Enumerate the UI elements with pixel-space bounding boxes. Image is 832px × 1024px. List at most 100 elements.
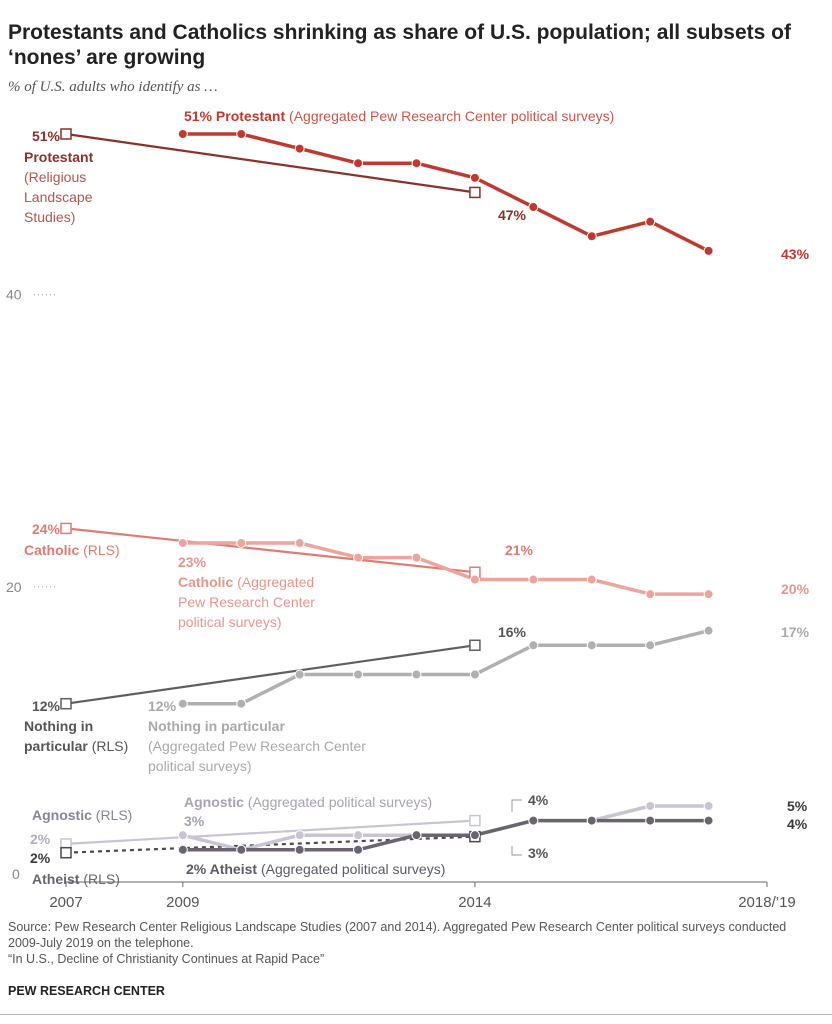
series-label-cath-rls: Catholic (RLS) — [24, 542, 120, 558]
point-marker-agn_agg — [703, 800, 714, 811]
point-marker-nip_agg — [528, 640, 539, 651]
series-note-prot-rls: (Religious — [24, 169, 86, 185]
point-marker-nip_agg — [645, 640, 656, 651]
data-label-agn-rls-end: 4% — [528, 792, 549, 808]
point-marker-nip_agg — [411, 669, 422, 680]
point-marker-nip_agg — [236, 698, 247, 709]
y-tick-label: 20 — [6, 579, 22, 595]
point-marker-ath_agg — [645, 815, 656, 826]
point-marker-ath_agg — [236, 844, 247, 855]
point-marker-agn_agg — [353, 830, 364, 841]
point-marker-cath_agg — [528, 574, 539, 585]
point-marker-nip_agg — [294, 669, 305, 680]
series-line-nip_rls — [65, 644, 476, 705]
point-marker-nip_agg — [353, 669, 364, 680]
series-line-nip_agg — [182, 629, 710, 706]
series-line-ath_agg — [182, 818, 709, 852]
series-line-agn_agg — [182, 804, 709, 852]
point-marker-nip_agg — [177, 698, 188, 709]
point-marker-nip_agg — [469, 669, 480, 680]
data-label-prot-rls-end: 47% — [498, 207, 527, 223]
series-label-nip-rls: Nothing in — [24, 718, 93, 734]
point-marker-nip_agg — [586, 640, 597, 651]
point-marker-prot_agg — [294, 143, 305, 154]
series-label-agn-agg: Agnostic (Aggregated political surveys) — [184, 794, 432, 810]
point-marker-prot_agg — [177, 129, 188, 139]
point-marker-agn_agg — [294, 830, 305, 841]
point-marker-cath_agg — [703, 589, 714, 600]
point-marker-cath_agg — [586, 574, 597, 585]
point-marker-ath_agg — [469, 830, 480, 841]
series-label-prot-rls: Protestant — [24, 149, 94, 165]
point-marker-prot_agg — [645, 216, 656, 227]
x-tick-label: 2009 — [166, 894, 199, 911]
series-line-prot_agg — [182, 132, 710, 253]
x-tick-label: 2018/’19 — [738, 894, 796, 911]
report-note: “In U.S., Decline of Christianity Contin… — [8, 952, 325, 966]
point-marker-agn_rls — [469, 814, 481, 827]
series-label-ath-rls: Atheist (RLS) — [32, 871, 120, 887]
point-marker-ath_agg — [177, 844, 188, 855]
point-marker-cath_agg — [294, 538, 305, 549]
point-marker-cath_agg — [353, 552, 364, 563]
data-label-cath-rls-start: 24% — [32, 521, 61, 537]
point-marker-prot_rls — [60, 128, 72, 140]
series-label-agn-rls: Agnostic (RLS) — [32, 807, 132, 823]
data-label-nip-agg-start: 12% — [148, 698, 177, 714]
series-line-prot_rls — [65, 132, 476, 194]
series-note-prot-rls: Studies) — [24, 209, 75, 225]
point-marker-agn_agg — [645, 800, 656, 811]
series-label-prot-agg: 51% Protestant (Aggregated Pew Research … — [184, 108, 614, 124]
point-marker-cath_agg — [177, 538, 188, 549]
series-note-cath-agg: political surveys) — [178, 614, 281, 630]
data-label-nip-agg-end: 17% — [781, 624, 810, 640]
point-marker-prot_agg — [411, 158, 422, 169]
point-marker-cath_rls — [60, 522, 72, 535]
data-label-ath-agg-end: 4% — [787, 816, 808, 832]
point-marker-cath_agg — [645, 589, 656, 600]
data-label-nip-rls-end: 16% — [498, 624, 527, 640]
chart-subtitle: % of U.S. adults who identify as … — [8, 79, 218, 95]
data-label-agn-agg-start: 3% — [184, 813, 205, 829]
data-label-ath-rls-start: 2% — [30, 850, 51, 866]
point-marker-ath_agg — [586, 815, 597, 826]
data-label-agn-agg-end: 5% — [787, 798, 808, 814]
point-marker-ath_agg — [294, 844, 305, 855]
point-marker-nip_rls — [469, 639, 481, 652]
x-tick-label: 2007 — [49, 894, 82, 911]
leader-line — [511, 799, 522, 812]
point-marker-prot_agg — [703, 245, 714, 256]
point-marker-ath_agg — [528, 815, 539, 826]
data-label-prot-agg-end: 43% — [781, 246, 810, 262]
point-marker-agn_agg — [177, 830, 188, 841]
line-chart: 20 40 0 2007 2009 2014 2018/’19 51% Protestant (R… — [6, 108, 810, 911]
x-tick-label: 2014 — [458, 894, 491, 911]
brand-label: PEW RESEARCH CENTER — [8, 984, 165, 998]
point-marker-prot_agg — [528, 202, 539, 213]
data-label-agn-rls-start: 2% — [30, 831, 51, 847]
series-note-nip-agg: political surveys) — [148, 758, 251, 774]
series-note-cath-agg: Pew Research Center — [178, 594, 315, 610]
series-label-ath-agg: 2% Atheist (Aggregated political surveys… — [186, 861, 445, 877]
data-label-nip-rls-start: 12% — [32, 698, 61, 714]
footer-rule — [0, 1014, 832, 1015]
point-marker-cath_agg — [236, 538, 247, 549]
series-label-nip-rls: particular (RLS) — [24, 738, 128, 754]
point-marker-prot_agg — [236, 129, 247, 139]
data-label-cath-agg-start: 23% — [178, 554, 207, 570]
point-marker-ath_agg — [703, 815, 714, 826]
y-tick-label: 0 — [12, 866, 20, 882]
series-line-agn_rls — [65, 819, 475, 845]
point-marker-cath_agg — [411, 552, 422, 563]
point-marker-ath_rls — [60, 846, 72, 859]
data-label-prot-rls-start: 51% — [32, 128, 61, 144]
data-label-cath-rls-end: 21% — [505, 542, 534, 558]
leader-line — [511, 846, 522, 856]
chart-title: Protestants and Catholics shrinking as s… — [8, 21, 791, 69]
data-label-cath-agg-end: 20% — [781, 581, 810, 597]
series-note-nip-agg: (Aggregated Pew Research Center — [148, 738, 366, 754]
series-line-cath_rls — [65, 527, 476, 574]
point-marker-prot_agg — [469, 172, 480, 183]
y-tick-label: 40 — [6, 287, 22, 303]
point-marker-ath_agg — [411, 830, 422, 841]
